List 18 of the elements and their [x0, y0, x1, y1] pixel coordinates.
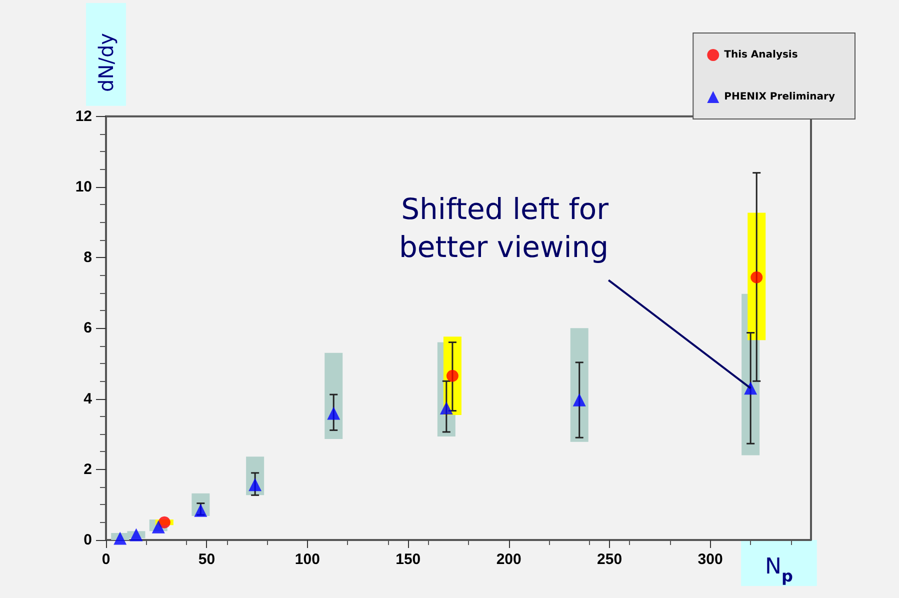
- annotation: Shifted left for better viewing: [398, 192, 609, 264]
- x-tick-label: 250: [597, 551, 622, 568]
- x-tick-label: 300: [698, 551, 723, 568]
- legend-label: This Analysis: [724, 50, 798, 60]
- y-tick-label: 12: [75, 108, 92, 125]
- y-tick-label: 4: [84, 390, 93, 408]
- y-tick-label: 6: [84, 320, 92, 337]
- x-tick-label: 50: [198, 551, 216, 568]
- x-tick-label: 150: [396, 551, 421, 568]
- x-tick-label: 200: [496, 551, 522, 568]
- y-tick-label: 10: [75, 178, 92, 196]
- y-axis-title: dN/dy: [94, 32, 118, 92]
- x-tick-label: 100: [294, 551, 320, 568]
- y-tick-label: 8: [84, 249, 92, 266]
- y-tick-label: 2: [84, 460, 92, 478]
- y-tick-label: 0: [84, 532, 92, 548]
- legend-label: PHENIX Preliminary: [724, 92, 836, 102]
- x-tick-label: 0: [102, 551, 110, 568]
